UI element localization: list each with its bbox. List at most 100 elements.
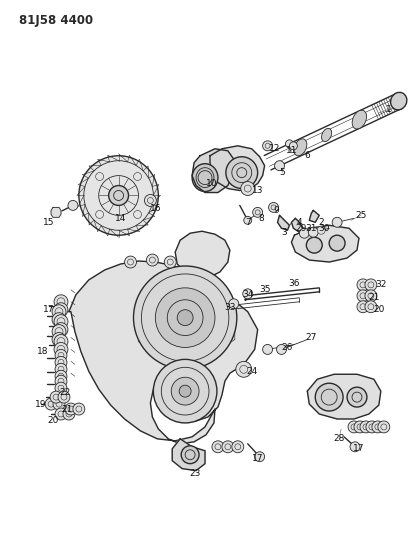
Text: 15: 15 xyxy=(43,218,55,227)
Circle shape xyxy=(133,266,236,369)
Circle shape xyxy=(285,140,293,148)
Circle shape xyxy=(356,290,368,302)
Circle shape xyxy=(55,375,67,387)
Text: 8: 8 xyxy=(258,214,264,223)
Circle shape xyxy=(45,398,57,410)
Circle shape xyxy=(164,256,176,268)
Text: 5: 5 xyxy=(279,168,285,177)
Circle shape xyxy=(356,279,368,291)
Circle shape xyxy=(179,385,191,397)
Circle shape xyxy=(262,141,272,151)
Circle shape xyxy=(371,421,383,433)
Circle shape xyxy=(289,142,297,150)
Text: 81J58 4400: 81J58 4400 xyxy=(19,14,93,27)
Text: 19: 19 xyxy=(35,400,47,409)
Text: 20: 20 xyxy=(47,416,59,425)
Circle shape xyxy=(171,377,199,405)
Text: 9: 9 xyxy=(273,206,279,215)
Circle shape xyxy=(54,295,68,309)
Circle shape xyxy=(177,310,192,326)
Circle shape xyxy=(54,343,68,357)
Polygon shape xyxy=(138,295,234,358)
Circle shape xyxy=(347,421,359,433)
Circle shape xyxy=(346,387,366,407)
Text: 7: 7 xyxy=(244,218,250,227)
Text: 31: 31 xyxy=(305,224,316,233)
Circle shape xyxy=(254,452,264,462)
Circle shape xyxy=(299,228,309,238)
Text: 26: 26 xyxy=(281,343,292,352)
Text: 34: 34 xyxy=(242,290,253,300)
Ellipse shape xyxy=(321,128,331,142)
Circle shape xyxy=(78,156,158,235)
Polygon shape xyxy=(69,231,257,444)
Text: 12: 12 xyxy=(268,144,280,154)
Text: 17: 17 xyxy=(43,305,55,314)
Circle shape xyxy=(225,157,257,189)
Circle shape xyxy=(349,442,359,452)
Circle shape xyxy=(153,359,216,423)
Circle shape xyxy=(211,441,223,453)
Text: 13: 13 xyxy=(251,186,263,195)
Circle shape xyxy=(353,421,365,433)
Polygon shape xyxy=(309,211,318,222)
Text: 35: 35 xyxy=(258,285,270,294)
Circle shape xyxy=(155,288,214,348)
Circle shape xyxy=(124,256,136,268)
Circle shape xyxy=(365,421,377,433)
Text: 2: 2 xyxy=(318,218,323,227)
Circle shape xyxy=(181,446,199,464)
Circle shape xyxy=(54,303,68,317)
Polygon shape xyxy=(291,219,303,232)
Circle shape xyxy=(55,382,67,394)
Text: 22: 22 xyxy=(59,387,70,397)
Ellipse shape xyxy=(192,164,217,191)
Text: 17: 17 xyxy=(251,454,263,463)
Text: 20: 20 xyxy=(372,305,384,314)
Text: 11: 11 xyxy=(285,146,297,155)
Polygon shape xyxy=(291,225,358,262)
Circle shape xyxy=(243,216,251,224)
Circle shape xyxy=(55,408,67,420)
Circle shape xyxy=(262,344,272,354)
Circle shape xyxy=(73,403,85,415)
Circle shape xyxy=(231,441,243,453)
Circle shape xyxy=(306,237,321,253)
Text: 32: 32 xyxy=(374,280,386,289)
Circle shape xyxy=(65,403,77,415)
Circle shape xyxy=(331,217,341,227)
Circle shape xyxy=(308,227,318,237)
Text: 33: 33 xyxy=(223,303,235,312)
Text: 24: 24 xyxy=(245,367,257,376)
Text: 27: 27 xyxy=(305,333,316,342)
Text: 3: 3 xyxy=(281,228,287,237)
Circle shape xyxy=(268,203,278,212)
Circle shape xyxy=(274,161,284,171)
Text: 21: 21 xyxy=(61,405,72,414)
Text: 14: 14 xyxy=(115,214,126,223)
Ellipse shape xyxy=(389,92,406,110)
Circle shape xyxy=(68,200,78,211)
Polygon shape xyxy=(277,215,289,230)
Polygon shape xyxy=(209,146,264,190)
Circle shape xyxy=(235,361,251,377)
Circle shape xyxy=(55,370,67,382)
Polygon shape xyxy=(51,207,61,217)
Circle shape xyxy=(54,314,68,328)
Circle shape xyxy=(54,322,68,336)
Ellipse shape xyxy=(351,110,366,129)
Text: 28: 28 xyxy=(332,434,344,443)
Polygon shape xyxy=(172,439,204,471)
Circle shape xyxy=(55,364,67,375)
Ellipse shape xyxy=(293,139,306,156)
Circle shape xyxy=(52,305,66,319)
Text: 18: 18 xyxy=(37,347,49,356)
Circle shape xyxy=(242,289,252,299)
Circle shape xyxy=(55,357,67,368)
Text: 29: 29 xyxy=(295,224,306,233)
Circle shape xyxy=(364,279,376,291)
Polygon shape xyxy=(306,374,380,419)
Circle shape xyxy=(276,344,286,354)
Circle shape xyxy=(315,383,342,411)
Circle shape xyxy=(55,350,67,361)
